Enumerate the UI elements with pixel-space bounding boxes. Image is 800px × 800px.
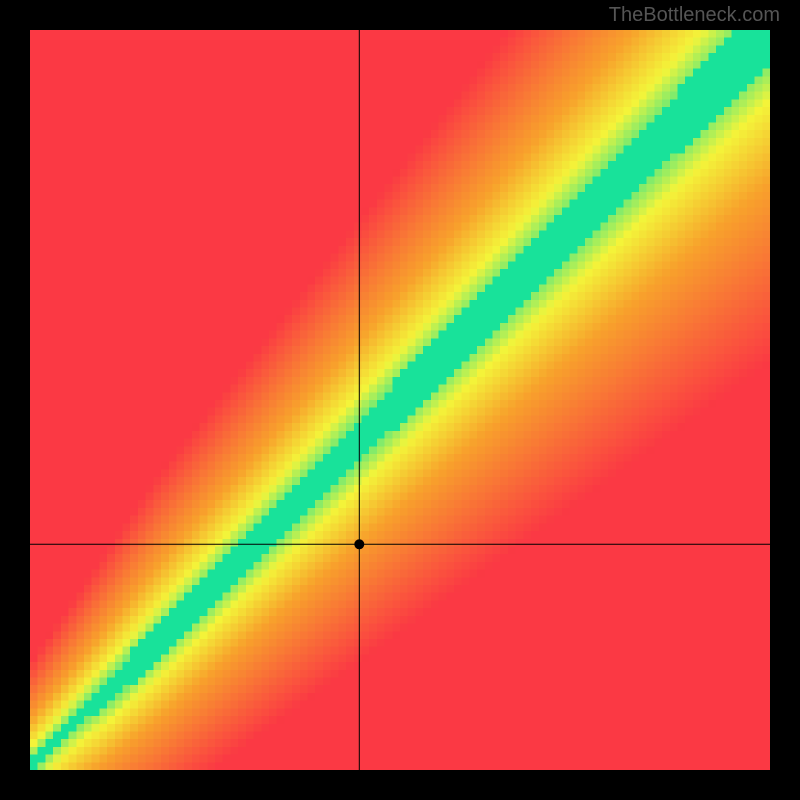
heatmap-canvas bbox=[30, 30, 770, 770]
bottleneck-heatmap bbox=[30, 30, 770, 770]
watermark-text: TheBottleneck.com bbox=[609, 4, 780, 27]
